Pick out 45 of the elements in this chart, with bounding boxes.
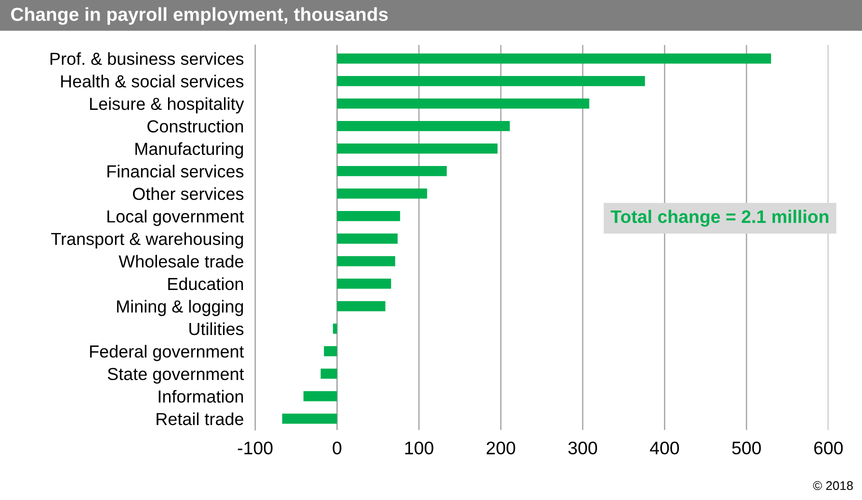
y-tick-label: Leisure & hospitality bbox=[90, 97, 244, 114]
y-tick-label: Financial services bbox=[108, 164, 244, 178]
bar bbox=[337, 256, 396, 266]
chart-title: Change in payroll employment, thousands bbox=[11, 7, 388, 25]
y-tick-label: Local government bbox=[107, 210, 244, 226]
y-tick-label: Manufacturing bbox=[135, 142, 243, 158]
y-tick-label: Retail trade bbox=[156, 412, 244, 426]
bar bbox=[337, 301, 386, 312]
bar bbox=[337, 98, 590, 109]
bar bbox=[320, 368, 338, 379]
bar bbox=[337, 278, 392, 289]
bar bbox=[337, 166, 447, 176]
bar bbox=[337, 120, 510, 132]
x-tick-label: -100 bbox=[238, 442, 273, 454]
y-tick-label: Mining & logging bbox=[117, 300, 243, 316]
bar bbox=[337, 53, 772, 64]
x-tick-label: 0 bbox=[332, 442, 342, 454]
x-tick-label: 600 bbox=[814, 442, 843, 454]
bar bbox=[337, 76, 645, 86]
annotation: Total change = 2.1 million bbox=[610, 210, 828, 227]
x-tick-label: 500 bbox=[732, 442, 761, 454]
y-tick-label: Other services bbox=[132, 187, 244, 200]
bar bbox=[337, 188, 428, 199]
x-tick-label: 300 bbox=[568, 442, 598, 454]
bar bbox=[282, 414, 338, 424]
bar bbox=[337, 211, 400, 222]
bar bbox=[324, 346, 338, 356]
bar bbox=[303, 391, 338, 402]
y-tick-label: Construction bbox=[147, 120, 243, 133]
y-tick-label: State government bbox=[108, 368, 244, 384]
x-tick-label: 100 bbox=[405, 442, 434, 454]
bar bbox=[332, 324, 338, 334]
bar bbox=[337, 144, 498, 154]
y-tick-label: Wholesale trade bbox=[118, 254, 244, 268]
y-tick-label: Utilities bbox=[189, 322, 244, 336]
y-tick-label: Health & social services bbox=[61, 74, 244, 88]
x-tick-label: 400 bbox=[650, 442, 679, 454]
bar bbox=[337, 234, 398, 244]
text: © 2018 bbox=[813, 481, 853, 490]
y-tick-label: Transport & warehousing bbox=[51, 232, 243, 249]
y-tick-label: Prof. & business services bbox=[50, 52, 244, 65]
y-tick-label: Federal government bbox=[90, 344, 244, 362]
y-tick-label: Education bbox=[168, 277, 243, 290]
y-tick-label: Information bbox=[158, 390, 243, 403]
x-tick-label: 200 bbox=[486, 442, 516, 454]
